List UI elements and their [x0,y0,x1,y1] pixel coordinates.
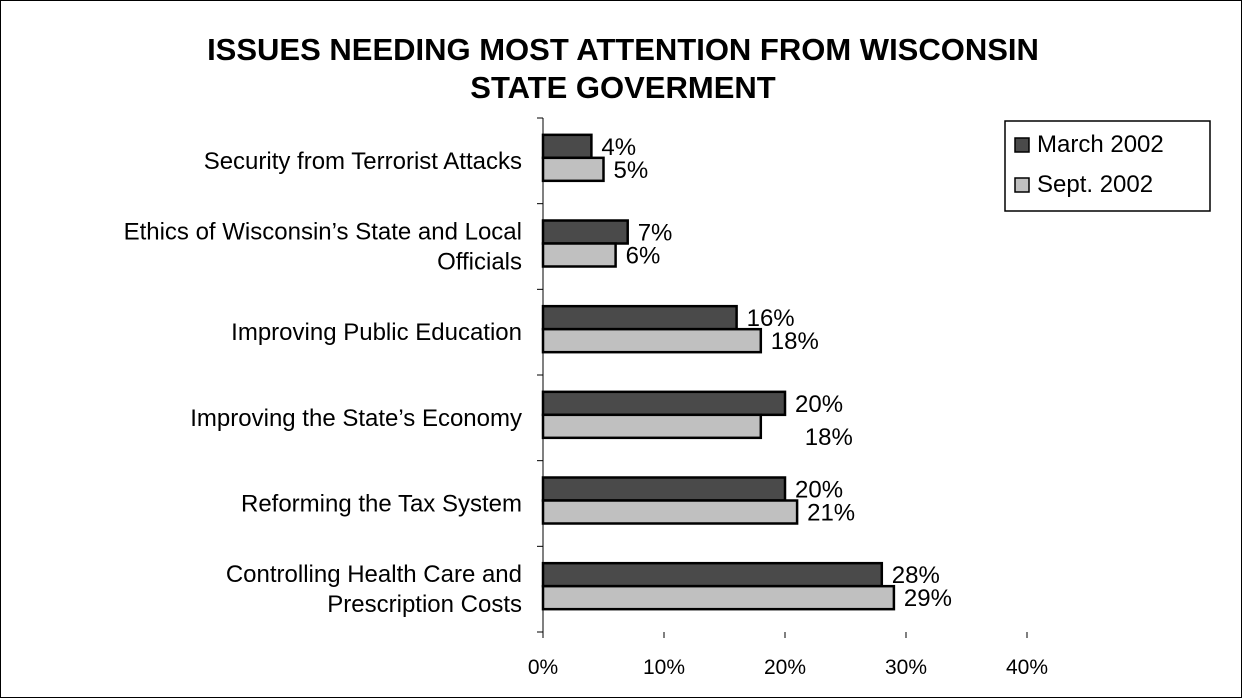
bar-sept-2002 [543,586,894,609]
bar-sept-2002 [543,158,604,181]
bar-march-2002 [543,306,737,329]
legend-swatch [1015,138,1029,152]
category-label: Ethics of Wisconsin’s State and Local [124,219,522,246]
x-tick-label: 30% [885,656,927,679]
category-label: Improving Public Education [231,319,522,346]
category-label: Security from Terrorist Attacks [204,148,522,175]
bar-march-2002 [543,563,882,586]
category-label: Improving the State’s Economy [190,405,522,432]
data-label: 20% [795,391,843,418]
x-tick-label: 10% [643,656,685,679]
bar-march-2002 [543,478,785,501]
category-label: Prescription Costs [327,591,522,618]
legend-label: March 2002 [1037,131,1164,158]
bar-march-2002 [543,221,628,244]
data-label: 18% [771,328,819,355]
bar-sept-2002 [543,415,761,438]
data-label: 5% [614,157,649,184]
bar-sept-2002 [543,501,797,524]
bar-sept-2002 [543,244,616,267]
legend-swatch [1015,178,1029,192]
category-label: Reforming the Tax System [241,491,522,518]
data-label: 18% [805,424,853,451]
bar-march-2002 [543,392,785,415]
bar-sept-2002 [543,329,761,352]
legend-label: Sept. 2002 [1037,171,1153,198]
category-label: Controlling Health Care and [226,561,522,588]
data-label: 21% [807,500,855,527]
data-label: 6% [626,243,661,270]
x-tick-label: 20% [764,656,806,679]
bar-march-2002 [543,135,591,158]
data-label: 29% [904,585,952,612]
x-tick-label: 40% [1006,656,1048,679]
category-label: Officials [437,249,522,276]
x-tick-label: 0% [528,656,558,679]
